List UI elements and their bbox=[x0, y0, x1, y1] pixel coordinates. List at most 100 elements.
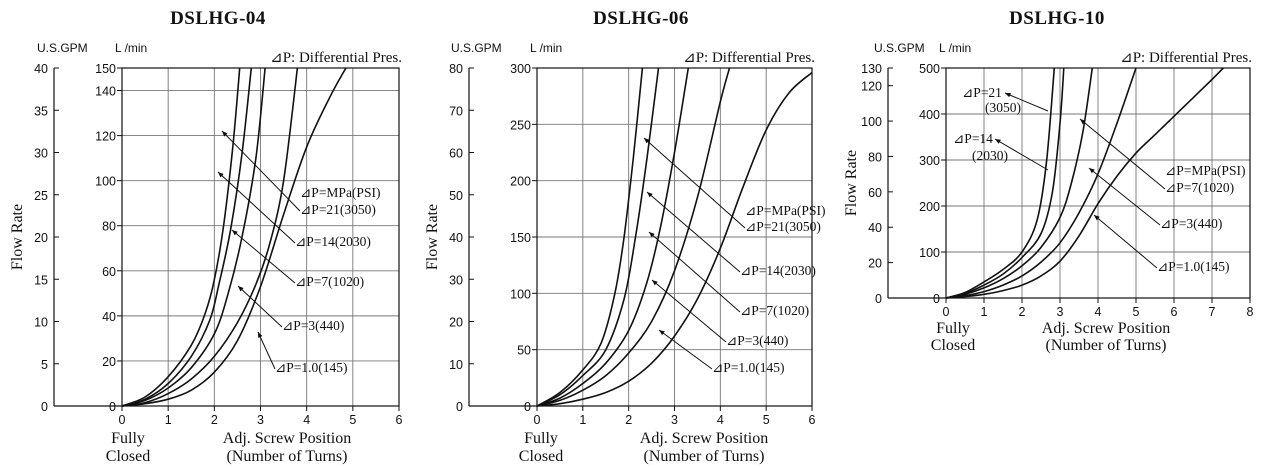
lmin-tick-label: 400 bbox=[919, 108, 940, 122]
curve-label: ⊿P=14 bbox=[953, 131, 993, 146]
gpm-tick-label: 60 bbox=[449, 147, 463, 161]
flow-curve bbox=[945, 67, 1137, 299]
lmin-tick-label: 140 bbox=[95, 85, 116, 99]
gpm-tick-label: 15 bbox=[34, 273, 48, 287]
flow-curve bbox=[536, 67, 690, 407]
leader-arrowhead bbox=[647, 192, 653, 198]
lmin-tick-label: 300 bbox=[510, 62, 531, 76]
x-axis-label: Adj. Screw Position bbox=[223, 430, 351, 447]
curve-label: ⊿P=7(1020) bbox=[1165, 180, 1234, 195]
lmin-unit-label: L /min bbox=[939, 41, 971, 55]
curve-label: ⊿P=1.0(145) bbox=[275, 360, 348, 375]
differential-pressure-note: ⊿P: Differential Pres. bbox=[270, 50, 402, 66]
x-tick-label: 3 bbox=[257, 413, 264, 427]
x-axis-label: Adj. Screw Position bbox=[1042, 320, 1170, 337]
curve-label: ⊿P=MPa(PSI) bbox=[300, 185, 380, 200]
lmin-tick-label: 50 bbox=[517, 344, 531, 358]
x-axis-label: Adj. Screw Position bbox=[640, 430, 768, 447]
differential-pressure-note: ⊿P: Differential Pres. bbox=[683, 50, 815, 66]
gpm-tick-label: 5 bbox=[41, 358, 48, 372]
curve-label: ⊿P=7(1020) bbox=[295, 274, 364, 289]
leader-arrowhead bbox=[222, 131, 228, 137]
label-leader-line bbox=[994, 138, 1049, 171]
fully-closed-label: Closed bbox=[931, 337, 975, 354]
x-tick-label: 4 bbox=[717, 413, 724, 427]
curve-label: (2030) bbox=[972, 148, 1008, 163]
leader-arrowhead bbox=[238, 286, 244, 292]
gpm-tick-label: 0 bbox=[875, 292, 882, 306]
y-axis-label: Flow Rate bbox=[9, 204, 26, 270]
x-tick-label: 3 bbox=[671, 413, 678, 427]
x-tick-label: 0 bbox=[119, 413, 126, 427]
curve-label: ⊿P=3(440) bbox=[282, 318, 344, 333]
flow-curve bbox=[121, 67, 266, 407]
leader-arrowhead bbox=[218, 172, 224, 178]
gpm-unit-label: U.S.GPM bbox=[37, 41, 88, 55]
plot-frame bbox=[121, 67, 400, 407]
curve-label: ⊿P=14(2030) bbox=[740, 263, 816, 278]
leader-arrowhead bbox=[1080, 119, 1086, 125]
label-leader-line bbox=[648, 231, 741, 313]
curve-label: ⊿P=3(440) bbox=[1160, 216, 1222, 231]
label-leader-line bbox=[1079, 118, 1166, 190]
gpm-tick-label: 40 bbox=[449, 231, 463, 245]
gpm-tick-label: 70 bbox=[449, 104, 463, 118]
lmin-tick-label: 0 bbox=[524, 400, 531, 414]
x-tick-label: 6 bbox=[396, 413, 403, 427]
lmin-tick-label: 250 bbox=[510, 118, 531, 132]
label-leader-line bbox=[643, 137, 746, 229]
fully-closed-label: Fully bbox=[936, 320, 970, 337]
curve-label: ⊿P=1.0(145) bbox=[1157, 259, 1230, 274]
lmin-tick-label: 20 bbox=[102, 355, 116, 369]
flow-curve bbox=[945, 67, 1094, 299]
lmin-unit-label: L /min bbox=[115, 41, 147, 55]
label-leader-line bbox=[1093, 214, 1158, 269]
leader-arrowhead bbox=[995, 139, 1001, 144]
chart-dslhg-10: DSLHG-10 U.S.GPM L /min ⊿P: Differential Pr… bbox=[843, 8, 1254, 354]
flow-curve bbox=[536, 67, 660, 407]
y-axis-label: Flow Rate bbox=[843, 150, 860, 216]
gpm-tick-label: 80 bbox=[868, 150, 882, 164]
x-tick-label: 1 bbox=[165, 413, 172, 427]
leader-arrowhead bbox=[232, 230, 238, 236]
x-tick-label: 2 bbox=[211, 413, 218, 427]
leader-arrowhead bbox=[258, 332, 263, 338]
gpm-tick-label: 30 bbox=[34, 147, 48, 161]
y-axis-label: Flow Rate bbox=[424, 204, 441, 270]
lmin-tick-label: 200 bbox=[919, 200, 940, 214]
gpm-tick-label: 20 bbox=[449, 316, 463, 330]
curve-label: ⊿P=14(2030) bbox=[295, 234, 371, 249]
curve-label: (3050) bbox=[985, 100, 1021, 115]
chart-title: DSLHG-04 bbox=[170, 8, 266, 29]
x-tick-label: 2 bbox=[625, 413, 632, 427]
leader-arrowhead bbox=[659, 330, 665, 336]
x-tick-label: 4 bbox=[303, 413, 310, 427]
curve-label: ⊿P=MPa(PSI) bbox=[1165, 163, 1245, 178]
flow-curve bbox=[536, 67, 731, 407]
fully-closed-label: Closed bbox=[519, 448, 563, 465]
gpm-tick-label: 100 bbox=[861, 115, 882, 129]
gpm-tick-label: 10 bbox=[449, 358, 463, 372]
chart-dslhg-04: DSLHG-04 U.S.GPM L /min ⊿P: Differential Pr… bbox=[9, 8, 403, 465]
label-leader-line bbox=[237, 285, 283, 328]
x-tick-label: 0 bbox=[943, 305, 950, 319]
gpm-tick-label: 40 bbox=[34, 62, 48, 76]
label-leader-line bbox=[221, 130, 301, 212]
gpm-tick-label: 0 bbox=[41, 400, 48, 414]
gpm-tick-label: 10 bbox=[34, 316, 48, 330]
leader-arrowhead bbox=[1005, 92, 1011, 98]
x-tick-label: 6 bbox=[1171, 305, 1178, 319]
curve-label: ⊿P=7(1020) bbox=[740, 303, 809, 318]
gpm-tick-label: 25 bbox=[34, 189, 48, 203]
gpm-unit-label: U.S.GPM bbox=[451, 41, 502, 55]
gpm-tick-label: 60 bbox=[868, 186, 882, 200]
label-leader-line bbox=[646, 191, 741, 273]
lmin-tick-label: 40 bbox=[102, 310, 116, 324]
leader-arrowhead bbox=[644, 138, 650, 144]
x-tick-label: 6 bbox=[809, 413, 816, 427]
x-axis-label: (Number of Turns) bbox=[1046, 337, 1167, 354]
label-leader-line bbox=[257, 331, 276, 370]
x-tick-label: 5 bbox=[763, 413, 770, 427]
flow-curve bbox=[121, 67, 241, 407]
gpm-unit-label: U.S.GPM bbox=[874, 41, 925, 55]
